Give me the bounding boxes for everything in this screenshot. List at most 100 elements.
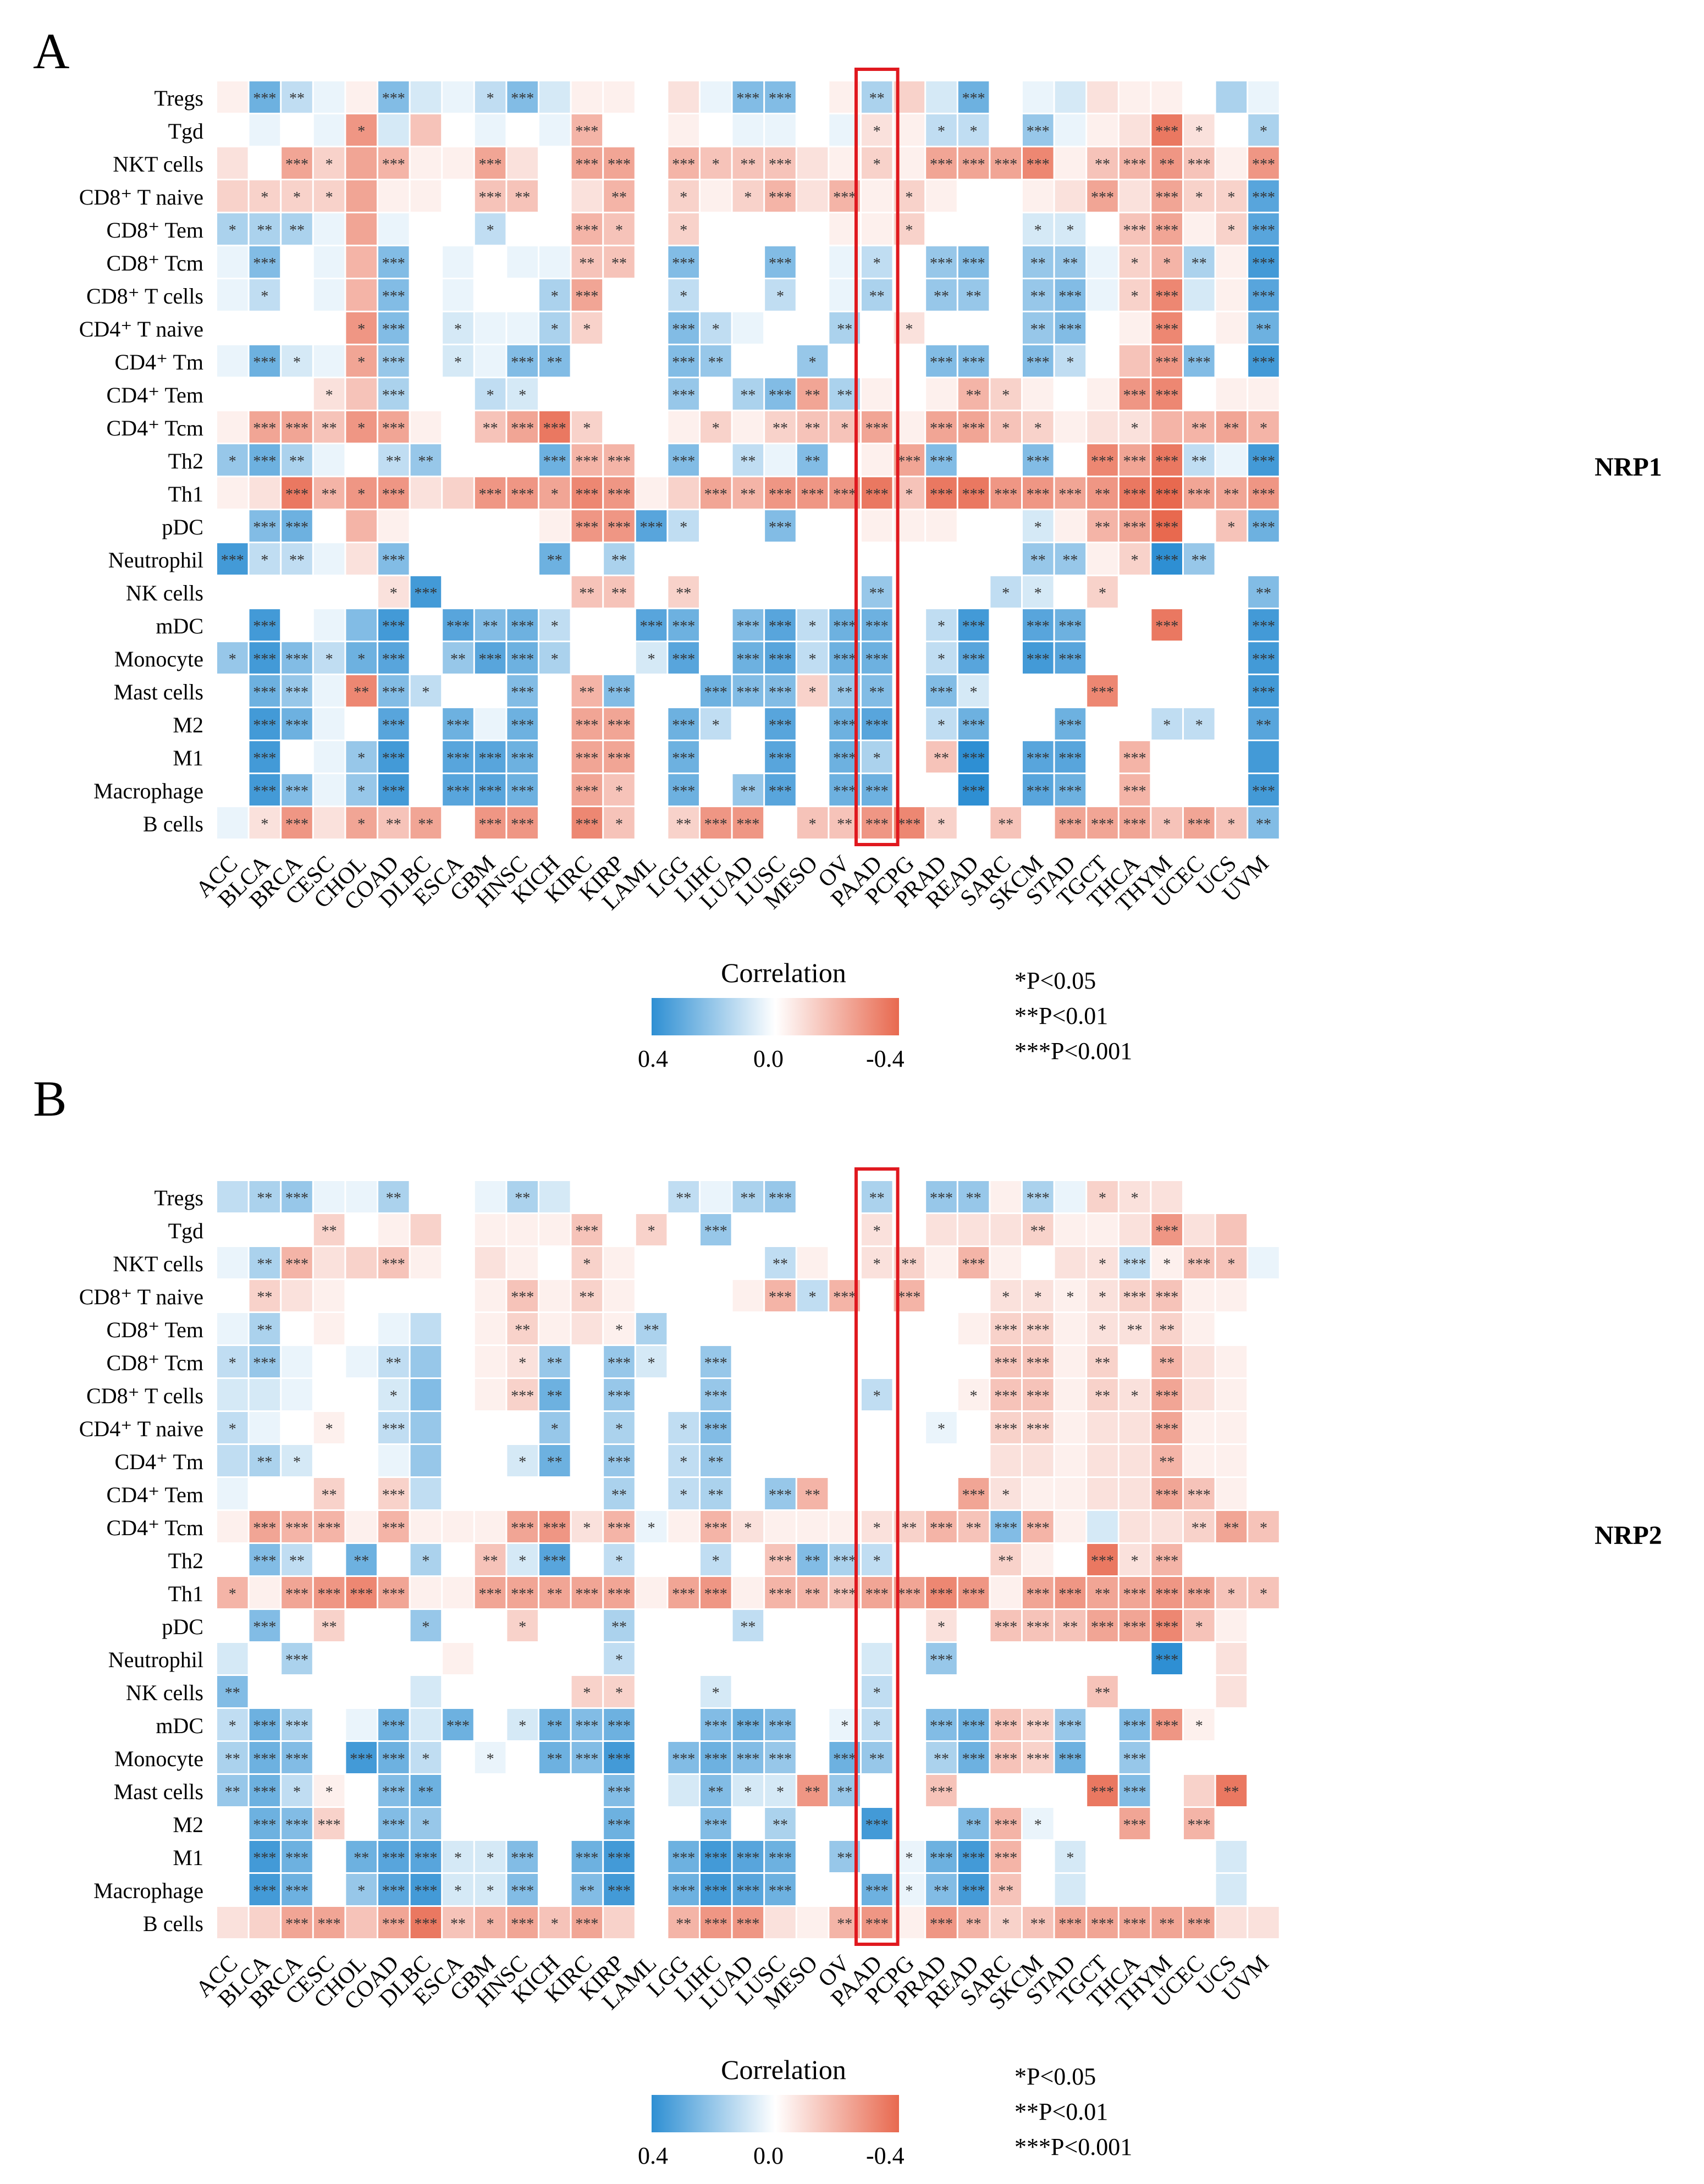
heatmap-cell [1151, 1412, 1182, 1443]
row-label: mDC [156, 1713, 203, 1738]
significance-mark: * [261, 288, 268, 305]
heatmap-cell [1216, 345, 1247, 377]
heatmap-cell [571, 1511, 603, 1542]
heatmap-cell [539, 81, 570, 113]
heatmap-cell [346, 1247, 377, 1278]
heatmap-cell [539, 1247, 570, 1278]
heatmap-cell [346, 1346, 377, 1377]
heatmap-cell [1023, 510, 1054, 542]
heatmap-cell [1216, 1742, 1247, 1773]
heatmap-cell [862, 1511, 892, 1542]
heatmap-cell [410, 1577, 442, 1608]
significance-mark: * [1163, 255, 1171, 272]
heatmap-cell [282, 1544, 312, 1575]
significance-mark: * [615, 1685, 623, 1702]
significance-mark: *** [1155, 453, 1178, 470]
heatmap-cell [378, 1577, 409, 1608]
heatmap-cell [604, 477, 635, 509]
heatmap-cell [443, 477, 473, 509]
significance-mark: *** [1155, 618, 1178, 635]
significance-mark: *** [1252, 651, 1275, 668]
significance-mark: * [680, 519, 687, 536]
row-label: B cells [143, 1911, 203, 1936]
heatmap-cell [507, 444, 538, 476]
heatmap-cell [507, 609, 538, 641]
heatmap-cell [249, 774, 280, 806]
significance-mark: * [1131, 255, 1139, 272]
heatmap-cell [765, 1478, 796, 1509]
heatmap-cell [797, 1181, 828, 1212]
significance-mark: ** [418, 453, 433, 470]
significance-mark: *** [930, 1652, 953, 1669]
heatmap-cell [378, 774, 409, 806]
heatmap-cell [732, 774, 764, 806]
heatmap-cell [410, 411, 442, 443]
heatmap-cell [313, 1214, 345, 1245]
significance-mark: ** [547, 1751, 563, 1768]
significance-mark: ** [483, 420, 498, 437]
heatmap-cell [990, 213, 1021, 245]
heatmap-cell [313, 1676, 345, 1707]
heatmap-cell [701, 1544, 731, 1575]
heatmap-cell [1119, 180, 1150, 212]
significance-mark: *** [994, 486, 1017, 503]
significance-mark: * [261, 816, 268, 833]
significance-mark: ** [1159, 1916, 1174, 1933]
heatmap-cell [990, 1379, 1021, 1410]
heatmap-cell [990, 1676, 1021, 1707]
heatmap-cell [475, 1775, 506, 1806]
heatmap-cell [443, 114, 473, 146]
heatmap-cell [732, 1577, 764, 1608]
significance-mark: *** [994, 1850, 1017, 1867]
heatmap-cell [668, 1841, 699, 1872]
heatmap-cell [346, 774, 377, 806]
heatmap-cell [604, 345, 635, 377]
heatmap-cell [378, 1181, 409, 1212]
heatmap-cell [507, 774, 538, 806]
heatmap-cell [1055, 1907, 1086, 1938]
heatmap-cell [668, 1346, 699, 1377]
heatmap-cell [475, 1478, 506, 1509]
heatmap-cell [378, 1643, 409, 1674]
significance-mark: *** [736, 1883, 759, 1900]
heatmap-cell [1248, 312, 1279, 344]
heatmap-cell [958, 1709, 989, 1740]
significance-mark: *** [253, 1883, 276, 1900]
heatmap-cell [1216, 1676, 1247, 1707]
significance-mark: *** [253, 1553, 276, 1570]
significance-mark: *** [704, 486, 727, 503]
heatmap-cell [1184, 1775, 1215, 1806]
heatmap-cell [862, 147, 892, 179]
significance-mark: * [680, 189, 687, 206]
heatmap-cell [765, 1181, 796, 1212]
heatmap-cell [926, 1511, 957, 1542]
heatmap-cell [990, 1412, 1021, 1443]
significance-mark: * [648, 1520, 655, 1537]
significance-mark: *** [1188, 1487, 1211, 1504]
heatmap-cell [701, 1775, 731, 1806]
heatmap-cell [539, 1742, 570, 1773]
row-label: Tregs [154, 1185, 203, 1210]
heatmap-cell [346, 1313, 377, 1344]
heatmap-cell [282, 1445, 312, 1476]
row-label: NKT cells [113, 152, 203, 177]
significance-mark: *** [253, 519, 276, 536]
heatmap-cell [313, 411, 345, 443]
heatmap-cell [765, 213, 796, 245]
significance-mark: *** [962, 1718, 985, 1735]
row-label: Th2 [168, 1548, 203, 1573]
heatmap-cell [668, 1511, 699, 1542]
heatmap-cell [668, 1412, 699, 1443]
heatmap-cell [313, 1808, 345, 1839]
heatmap-cell [539, 1412, 570, 1443]
heatmap-cell [571, 114, 603, 146]
heatmap-cell [217, 345, 248, 377]
heatmap-cell [732, 345, 764, 377]
heatmap-cell [990, 1445, 1021, 1476]
significance-mark: *** [285, 156, 308, 173]
significance-mark: * [1195, 1718, 1203, 1735]
heatmap-cell [410, 741, 442, 773]
significance-mark: *** [382, 1586, 405, 1603]
significance-mark: *** [1027, 156, 1050, 173]
heatmap-cell [1119, 774, 1150, 806]
